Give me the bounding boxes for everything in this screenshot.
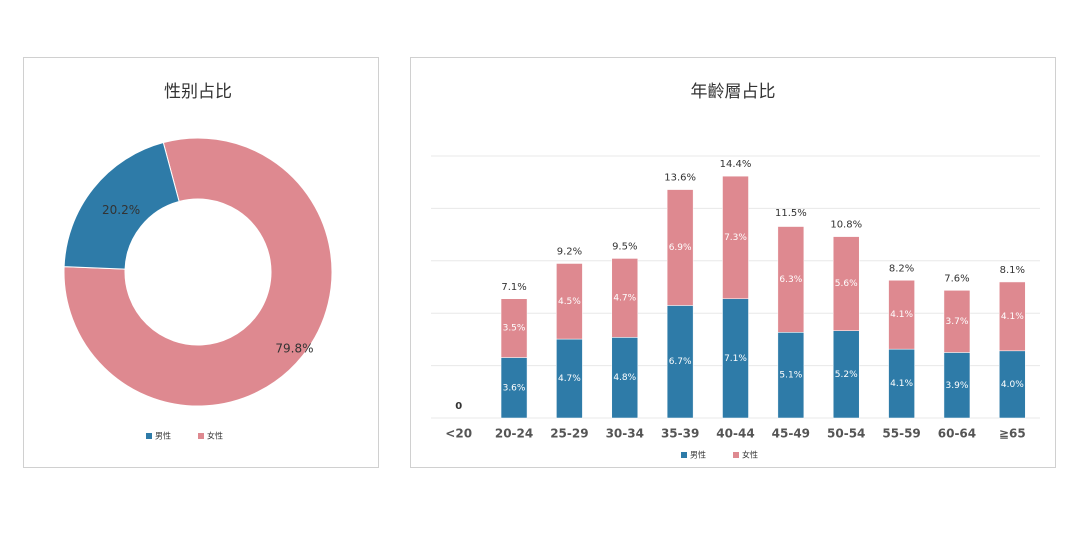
bar-segment: [999, 281, 1026, 352]
x-tick-label: 30-34: [606, 427, 644, 441]
bar-segment: [556, 338, 583, 419]
total-label: 11.5%: [775, 208, 807, 219]
total-label: 0: [455, 401, 462, 412]
data-label: 4.8%: [613, 373, 636, 383]
total-label: 8.1%: [1000, 265, 1025, 276]
data-label: 3.7%: [946, 317, 969, 327]
x-tick-label: 25-29: [550, 427, 588, 441]
chart-title: 性别占比: [164, 82, 232, 102]
bar-segment: [832, 236, 860, 331]
legend-swatch: [733, 452, 739, 458]
total-label: 9.2%: [557, 246, 582, 257]
total-label: 7.1%: [501, 282, 526, 293]
data-label: 79.8%: [275, 342, 313, 356]
x-tick-label: 35-39: [661, 427, 699, 441]
chart-title: 年齡層占比: [691, 82, 776, 102]
data-label: 4.7%: [613, 293, 636, 303]
legend-label: 女性: [207, 431, 223, 441]
data-label: 4.5%: [558, 297, 581, 307]
total-label: 10.8%: [830, 220, 862, 231]
legend-swatch: [198, 433, 204, 439]
x-tick-label: 20-24: [495, 427, 533, 441]
data-label: 6.7%: [669, 357, 692, 367]
legend-swatch: [681, 452, 687, 458]
data-label: 7.3%: [724, 233, 747, 243]
x-tick-label: 55-59: [882, 427, 920, 441]
legend-label: 男性: [690, 450, 706, 460]
total-label: 9.5%: [612, 241, 637, 252]
bar-segment: [943, 290, 971, 353]
bar-segment: [777, 332, 805, 419]
legend-label: 女性: [742, 450, 758, 460]
x-tick-label: 50-54: [827, 427, 865, 441]
x-tick-label: ≧65: [999, 427, 1026, 441]
x-tick-label: 60-64: [938, 427, 976, 441]
total-label: 7.6%: [944, 273, 969, 284]
data-label: 4.1%: [890, 379, 913, 389]
data-label: 4.7%: [558, 374, 581, 384]
data-label: 3.6%: [503, 383, 526, 393]
total-label: 8.2%: [889, 263, 914, 274]
bar-segment: [999, 350, 1026, 419]
data-label: 4.0%: [1001, 380, 1024, 390]
bar-segment: [666, 305, 694, 419]
data-label: 6.3%: [779, 275, 802, 285]
bar-segment: [611, 258, 639, 338]
data-label: 5.1%: [779, 371, 802, 381]
bar-segment: [722, 175, 749, 300]
data-label: 6.9%: [669, 243, 692, 253]
x-tick-label: 40-44: [716, 427, 754, 441]
bar-segment: [888, 348, 915, 419]
data-label: 3.9%: [946, 381, 969, 391]
bar-segment: [500, 298, 528, 358]
total-label: 13.6%: [664, 173, 696, 184]
data-label: 20.2%: [102, 203, 140, 217]
data-label: 4.1%: [1001, 312, 1024, 322]
data-label: 7.1%: [724, 354, 747, 364]
x-tick-label: <20: [445, 427, 472, 441]
data-label: 5.2%: [835, 370, 858, 380]
data-label: 4.1%: [890, 310, 913, 320]
x-tick-label: 45-49: [772, 427, 810, 441]
data-label: 3.5%: [503, 324, 526, 334]
bar-segment: [777, 226, 805, 333]
legend-swatch: [146, 433, 152, 439]
pie-slice: [63, 141, 180, 270]
bar-segment: [666, 189, 694, 306]
bar-segment: [888, 280, 915, 350]
data-label: 5.6%: [835, 279, 858, 289]
bar-segment: [556, 263, 583, 340]
legend-label: 男性: [155, 431, 171, 441]
bar-segment: [500, 357, 528, 419]
bar-segment: [611, 337, 639, 419]
pie-slice: [63, 137, 333, 407]
total-label: 14.4%: [720, 159, 752, 170]
bar-segment: [722, 298, 749, 419]
